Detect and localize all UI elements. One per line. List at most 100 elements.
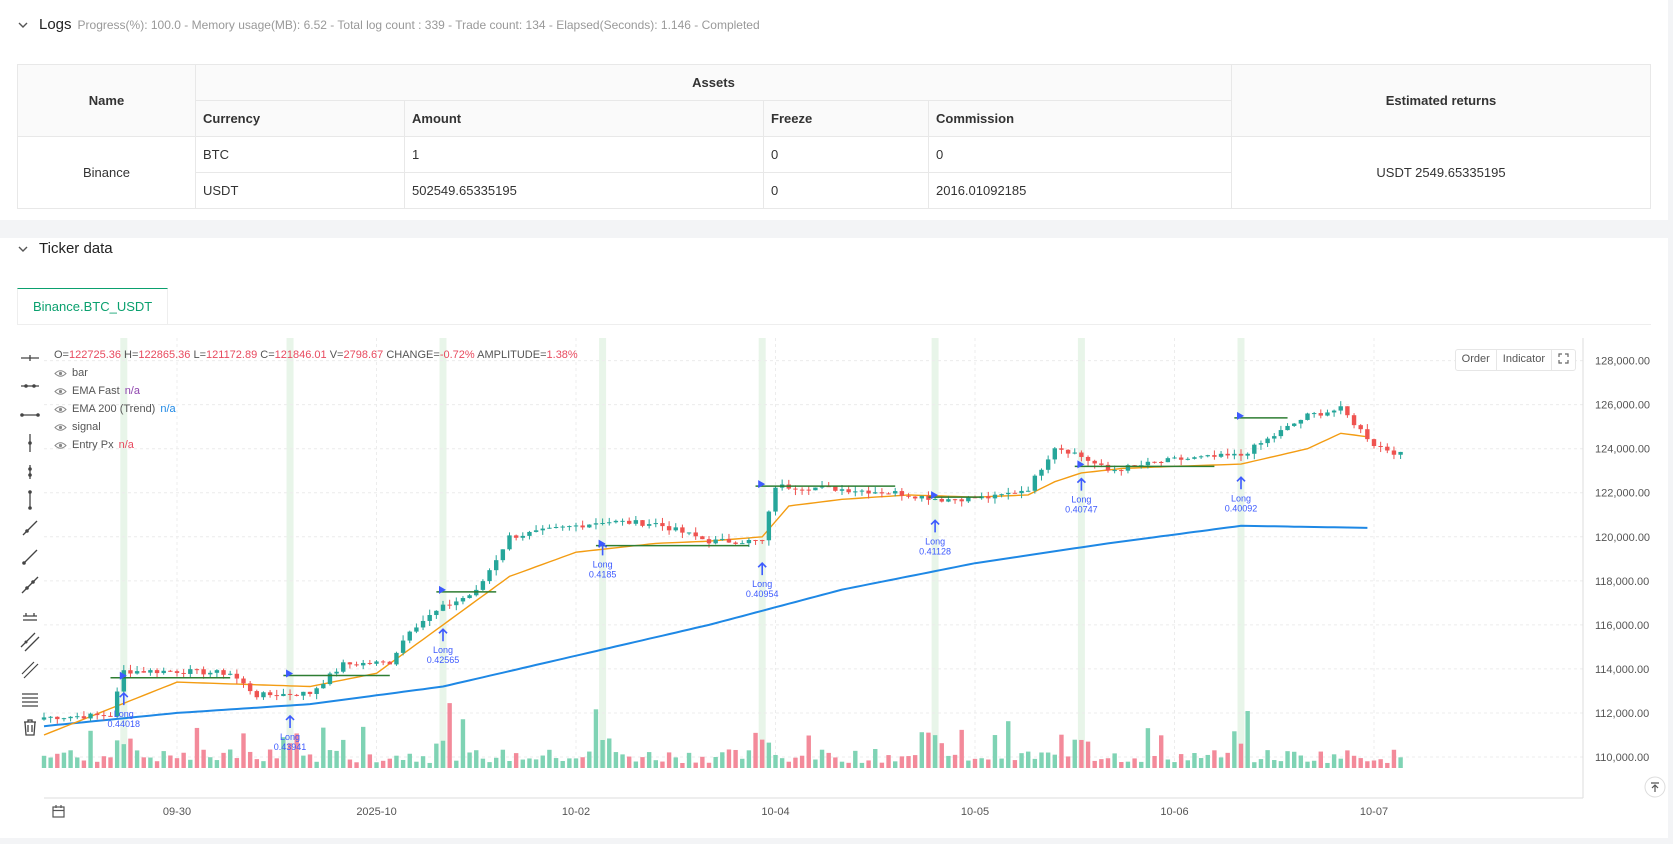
- time-axis-label: 2025-10: [356, 806, 396, 818]
- volume-bar: [1039, 752, 1044, 768]
- volume-bar: [547, 749, 552, 768]
- order-button[interactable]: Order: [1456, 350, 1497, 370]
- volume-bar: [653, 760, 658, 768]
- legend-item-entry-px[interactable]: Entry Px n/a: [54, 436, 578, 454]
- volume-bar: [1119, 762, 1124, 768]
- legend-item-ema-200[interactable]: EMA 200 (Trend) n/a: [54, 400, 578, 418]
- volume-bar: [95, 761, 100, 768]
- volume-bar: [1099, 759, 1104, 768]
- tab-binance-btc-usdt[interactable]: Binance.BTC_USDT: [17, 288, 169, 324]
- price-axis-label: 114,000.00: [1595, 664, 1649, 676]
- volume-bar: [1385, 762, 1390, 768]
- signal-size: 0.44018: [108, 719, 141, 729]
- ray-icon[interactable]: [18, 545, 42, 569]
- indicator-button[interactable]: Indicator: [1497, 350, 1552, 370]
- candle: [1099, 463, 1104, 465]
- volume-bar: [414, 761, 419, 768]
- candle: [760, 540, 765, 542]
- entry-marker: [598, 539, 606, 548]
- chevron-down-icon[interactable]: [17, 243, 29, 255]
- volume-bar: [1092, 760, 1097, 768]
- legend-item-bar[interactable]: bar: [54, 364, 578, 382]
- vertical-segment-icon[interactable]: [18, 460, 42, 484]
- candle: [1112, 470, 1117, 472]
- candle: [374, 661, 379, 664]
- volume-bar: [88, 730, 93, 768]
- long-signal-arrow[interactable]: [119, 691, 129, 706]
- long-signal-arrow[interactable]: [1236, 476, 1246, 490]
- volume-bar: [161, 751, 166, 768]
- chevron-down-icon[interactable]: [17, 19, 29, 31]
- legend-item-ema-fast[interactable]: EMA Fast n/a: [54, 382, 578, 400]
- long-signal-arrow[interactable]: [757, 562, 767, 576]
- candle: [939, 498, 944, 502]
- candle: [1298, 419, 1304, 424]
- candle: [347, 662, 353, 665]
- volume-bar: [420, 756, 426, 768]
- volume-bar: [374, 762, 379, 768]
- candle: [407, 631, 412, 641]
- volume-bar: [1059, 734, 1064, 768]
- candle: [1079, 452, 1084, 457]
- horizontal-ray-icon[interactable]: [18, 403, 42, 427]
- vertical-ray-icon[interactable]: [18, 488, 42, 512]
- extended-line-icon[interactable]: [18, 573, 42, 597]
- candle: [1385, 446, 1390, 451]
- volume-bar: [61, 752, 67, 768]
- legend-item-signal[interactable]: signal: [54, 418, 578, 436]
- trend-line-icon[interactable]: [18, 516, 42, 540]
- volume-bar: [1305, 761, 1310, 768]
- volume-bar: [1192, 753, 1197, 768]
- volume-bar: [1198, 758, 1204, 768]
- candle: [713, 539, 718, 544]
- candle: [1006, 492, 1011, 495]
- ticker-header[interactable]: Ticker data: [17, 240, 113, 257]
- candle: [128, 670, 133, 674]
- fib-icon[interactable]: [18, 687, 42, 711]
- long-signal-arrow[interactable]: [438, 628, 448, 642]
- long-signal-arrow[interactable]: [930, 519, 940, 533]
- eye-icon[interactable]: [54, 387, 67, 396]
- parallel-channel-icon[interactable]: [18, 630, 42, 654]
- eye-icon[interactable]: [54, 441, 67, 450]
- volume-bar: [267, 749, 273, 768]
- crosshair-icon[interactable]: [18, 346, 42, 370]
- long-signal-arrow[interactable]: [1076, 477, 1086, 491]
- candle: [886, 493, 891, 495]
- signal-highlight-band: [758, 338, 766, 768]
- candle: [68, 716, 73, 719]
- volume-bar: [580, 757, 585, 768]
- chart-buttons: Order Indicator: [1454, 349, 1576, 371]
- volume-bar: [573, 758, 579, 768]
- eye-icon[interactable]: [54, 423, 67, 432]
- calendar-icon[interactable]: [52, 805, 65, 818]
- volume-bar: [1345, 750, 1350, 768]
- long-signal-arrow[interactable]: [285, 714, 295, 728]
- table-row: USDT 502549.65335195 0 2016.01092185: [18, 172, 1651, 209]
- volume-bar: [879, 762, 885, 768]
- candle: [88, 713, 93, 719]
- vertical-line-icon[interactable]: [18, 431, 42, 455]
- candle: [494, 560, 499, 571]
- volume-bar: [833, 757, 838, 768]
- trash-icon[interactable]: [18, 715, 42, 739]
- signal-highlight-band: [286, 338, 294, 768]
- volume-bar: [1212, 750, 1217, 768]
- pitchfork-icon[interactable]: [18, 658, 42, 682]
- arrow-line-icon[interactable]: [18, 602, 42, 626]
- logs-header[interactable]: Logs Progress(%): 100.0 - Memory usage(M…: [17, 16, 760, 33]
- signal-highlight-band: [1237, 338, 1245, 768]
- eye-icon[interactable]: [54, 405, 67, 414]
- fullscreen-button[interactable]: [1552, 350, 1575, 370]
- volume-bar: [846, 762, 851, 768]
- ema-200-line: [43, 524, 1368, 728]
- price-chart[interactable]: Long0.44018Long0.43941Long0.42565Long0.4…: [0, 338, 1668, 838]
- chart-area[interactable]: Long 0.44018 Long 0.43941 Long 0.42565 Long 0.4…: [0, 338, 1668, 838]
- volume-bar: [760, 739, 765, 768]
- scroll-to-latest-icon[interactable]: [1644, 776, 1666, 798]
- candle: [547, 527, 552, 529]
- candle: [334, 671, 339, 674]
- eye-icon[interactable]: [54, 369, 67, 378]
- horizontal-line-icon[interactable]: [18, 374, 42, 398]
- candle: [1059, 448, 1064, 450]
